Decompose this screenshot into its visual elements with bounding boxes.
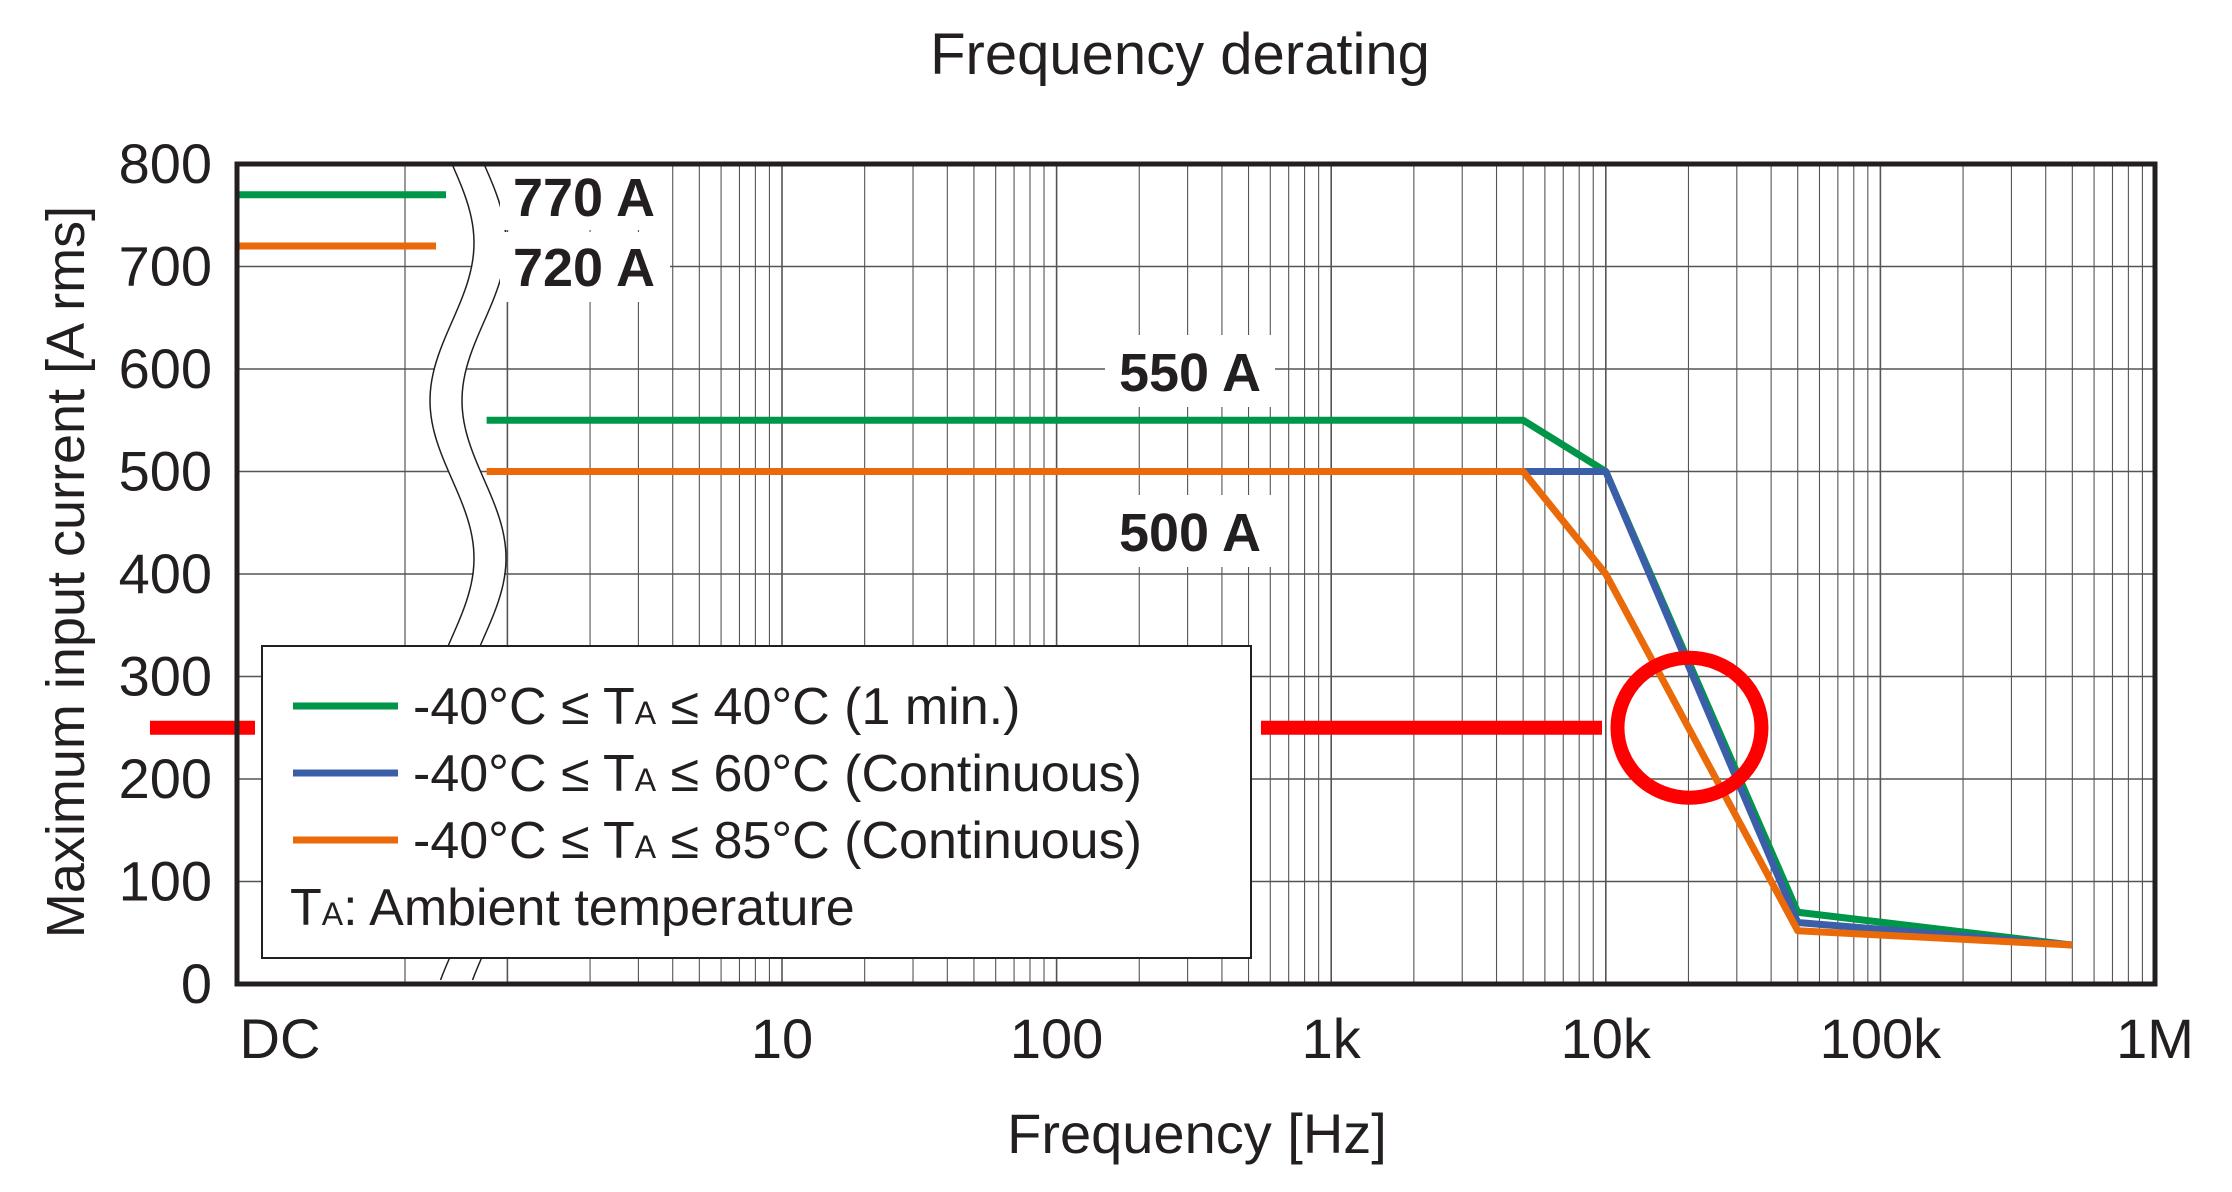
y-tick-label: 300	[119, 645, 212, 708]
label-500a: 500 A	[1119, 503, 1261, 563]
x-tick-label: 1M	[2116, 1007, 2194, 1070]
x-tick-label: 100k	[1820, 1007, 1942, 1070]
x-tick-label: 10	[751, 1007, 813, 1070]
label-720a: 720 A	[513, 238, 655, 298]
x-tick-label: 100	[1010, 1007, 1103, 1070]
y-tick-label: 600	[119, 337, 212, 400]
plot-frame	[234, 161, 2158, 987]
chart-title: Frequency derating	[930, 22, 1430, 87]
series-blue-line	[1523, 468, 2073, 949]
highlight-circle	[1610, 650, 1769, 805]
label-550a: 550 A	[1119, 343, 1261, 403]
tick-labels: 0 100 200 300 400 500 600 700 800 10 100 1k 10k 100k 1…	[119, 132, 2194, 1070]
legend-note: TA: Ambient temperature	[290, 879, 855, 937]
y-tick-label: 200	[119, 747, 212, 810]
y-tick-label: 0	[181, 952, 212, 1015]
y-tick-label: 500	[119, 440, 212, 503]
series-lines	[237, 191, 2073, 949]
label-770a: 770 A	[513, 168, 655, 228]
x-axis-label: Frequency [Hz]	[1007, 1102, 1387, 1165]
value-labels	[500, 160, 1275, 567]
legend-label-orange: -40°C ≤ TA ≤ 85°C (Continuous)	[413, 812, 1142, 870]
y-tick-label: 800	[119, 132, 212, 195]
y-axis-label: Maximum input current [A rms]	[36, 206, 96, 938]
legend-label-blue: -40°C ≤ TA ≤ 60°C (Continuous)	[413, 745, 1142, 803]
legend-box	[261, 645, 1252, 959]
x-tick-label: 1k	[1302, 1007, 1362, 1070]
legend-label-green: -40°C ≤ TA ≤ 40°C (1 min.)	[413, 678, 1020, 736]
y-tick-label: 700	[119, 235, 212, 298]
x-tick-label-dc: DC	[240, 1007, 321, 1070]
series-orange-line	[486, 468, 2073, 949]
y-tick-label: 400	[119, 542, 212, 605]
legend: -40°C ≤ TA ≤ 40°C (1 min.) -40°C ≤ TA ≤ …	[261, 645, 1252, 959]
y-tick-label: 100	[119, 850, 212, 913]
x-tick-label: 10k	[1561, 1007, 1652, 1070]
